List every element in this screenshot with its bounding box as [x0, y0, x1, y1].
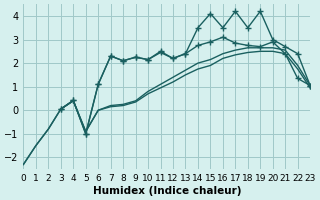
X-axis label: Humidex (Indice chaleur): Humidex (Indice chaleur)	[92, 186, 241, 196]
